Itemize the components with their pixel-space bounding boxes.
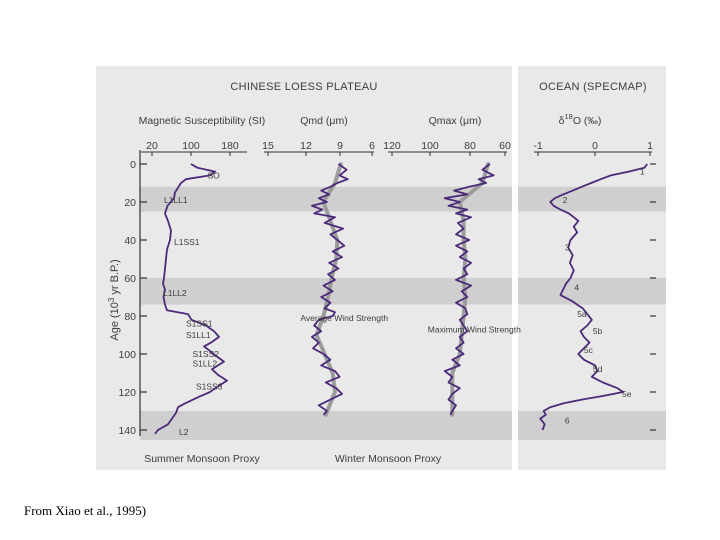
isotope-stage-label-5b: 5b xyxy=(593,326,603,336)
age-tick-label-60: 60 xyxy=(124,273,136,285)
shaded-band-2 xyxy=(140,278,666,305)
age-tick-label-80: 80 xyxy=(124,311,136,323)
isotope-stage-label-2: 2 xyxy=(563,195,568,205)
ms-unit-label-1: SO xyxy=(208,170,221,180)
isotope-stage-label-5a: 5a xyxy=(577,309,587,319)
ms-x-tick-label-180: 180 xyxy=(221,140,239,152)
ms-unit-label-3: L1SS1 xyxy=(174,237,200,247)
qmax-x-tick-label-120: 120 xyxy=(383,140,401,152)
qmd-header: Qmd (μm) xyxy=(300,115,347,127)
ms-unit-label-8: S1LL2 xyxy=(193,359,218,369)
ms-unit-label-5: S1SS1 xyxy=(186,319,213,329)
qmax-x-tick-label-60: 60 xyxy=(499,140,511,152)
age-tick-label-40: 40 xyxy=(124,235,136,247)
d18o-data-curve xyxy=(539,163,648,431)
ms-unit-label-4: L1LL2 xyxy=(163,288,187,298)
qmax-x-tick-label-100: 100 xyxy=(421,140,439,152)
age-tick-label-100: 100 xyxy=(118,349,136,361)
isotope-stage-label-5c: 5c xyxy=(584,345,594,355)
summer-monsoon-label: Summer Monsoon Proxy xyxy=(144,453,260,465)
age-tick-label-120: 120 xyxy=(118,387,136,399)
isotope-stage-label-3: 3 xyxy=(565,243,570,253)
isotope-stage-label-6: 6 xyxy=(565,416,570,426)
isotope-stage-label-5d: 5d xyxy=(593,364,603,374)
ms-x-tick-label-20: 20 xyxy=(146,140,158,152)
age-tick-label-20: 20 xyxy=(124,197,136,209)
loess-title: CHINESE LOESS PLATEAU xyxy=(230,81,377,93)
ms-unit-label-2: L1LL1 xyxy=(164,195,188,205)
age-tick-label-140: 140 xyxy=(118,425,136,437)
qmax-header: Qmax (μm) xyxy=(429,115,482,127)
ms-data-curve xyxy=(154,163,228,435)
d18o-x-tick-label-0: 0 xyxy=(592,140,598,152)
qmd-x-tick-label-15: 15 xyxy=(262,140,274,152)
qmax-annotation: Maximum Wind Strength xyxy=(428,324,521,334)
y-axis-label: Age (103 yr B.P.) xyxy=(107,259,121,340)
figure-caption: From Xiao et al., 1995) xyxy=(24,503,147,518)
qmd-x-tick-label-6: 6 xyxy=(369,140,375,152)
panel-divider xyxy=(512,66,518,470)
ocean-title: OCEAN (SPECMAP) xyxy=(539,81,647,93)
d18o-header: δ18O (‰) xyxy=(559,112,602,127)
ms-unit-label-9: S1SS3 xyxy=(196,381,223,391)
d18o-x-tick-label--1: -1 xyxy=(533,140,542,152)
qmd-x-tick-label-12: 12 xyxy=(300,140,312,152)
ms-x-tick-label-100: 100 xyxy=(182,140,200,152)
isotope-stage-label-5e: 5e xyxy=(622,389,632,399)
qmax-smoothed-curve xyxy=(450,162,491,417)
ms-header: Magnetic Susceptibility (SI) xyxy=(139,115,266,127)
qmd-annotation: Average Wind Strength xyxy=(300,313,388,323)
age-tick-label-0: 0 xyxy=(130,159,136,171)
shaded-band-1 xyxy=(140,186,666,212)
ms-unit-label-10: L2 xyxy=(179,427,189,437)
winter-monsoon-label: Winter Monsoon Proxy xyxy=(335,453,442,465)
d18o-x-tick-label-1: 1 xyxy=(647,140,653,152)
ms-unit-label-7: S1SS2 xyxy=(193,349,220,359)
qmd-data-curve xyxy=(311,163,349,416)
ms-unit-label-6: S1LL1 xyxy=(186,330,211,340)
qmax-x-tick-label-80: 80 xyxy=(464,140,476,152)
qmax-data-curve xyxy=(443,163,495,416)
isotope-stage-label-1: 1 xyxy=(640,167,645,177)
qmd-x-tick-label-9: 9 xyxy=(337,140,343,152)
ocean-panel-background xyxy=(518,66,666,470)
shaded-band-3 xyxy=(140,411,666,440)
isotope-stage-label-4: 4 xyxy=(574,283,579,293)
